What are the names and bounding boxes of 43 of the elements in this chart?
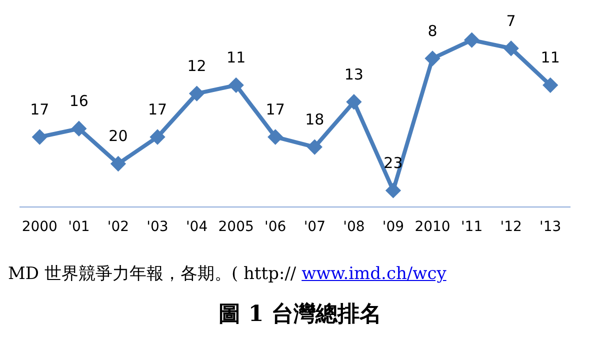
text: 17: [30, 100, 50, 118]
text: 8: [428, 22, 438, 40]
point: [543, 78, 558, 92]
point: [268, 130, 282, 144]
point: [111, 156, 126, 171]
x-tick-label: '13: [540, 219, 562, 236]
text: 17: [148, 100, 168, 118]
x-tick-label: '08: [343, 219, 365, 236]
point: [190, 86, 204, 101]
x-tick-label: '06: [264, 219, 286, 236]
point: [346, 94, 361, 109]
x-tick-label: '01: [68, 219, 90, 236]
point: [150, 130, 164, 144]
text: 20: [108, 127, 128, 146]
text: 11: [540, 48, 560, 67]
caption: 圖 1 台灣總排名: [218, 300, 382, 329]
x-tick-label: 2005: [218, 219, 254, 236]
point: [426, 51, 440, 66]
text: 16: [69, 92, 88, 110]
x-tick-label: 2010: [414, 219, 450, 236]
text: 13: [344, 65, 364, 84]
text: 18: [305, 110, 324, 128]
x-tick-label: '02: [107, 219, 130, 236]
x-tick-label: '04: [186, 219, 208, 236]
x-tick-label: '09: [382, 219, 404, 236]
text: 17: [266, 100, 285, 118]
x-tick-label: '12: [500, 219, 522, 236]
x-tick-label: '11: [460, 219, 483, 236]
x-tick-label: 2000: [22, 219, 58, 236]
text: www.imd.ch/wcy: [302, 264, 446, 284]
x-tick-label: '03: [146, 219, 168, 236]
point: [229, 78, 244, 92]
text: 11: [226, 48, 246, 67]
point: [72, 122, 86, 136]
point: [386, 183, 400, 198]
text: 12: [187, 56, 206, 75]
text: 7: [506, 12, 516, 30]
text: MD 世界競爭力年報，各期。( http://: [8, 264, 296, 284]
x-tick-label: '07: [304, 219, 326, 236]
point: [464, 33, 479, 48]
point: [504, 41, 518, 56]
point: [32, 130, 47, 144]
point: [308, 140, 322, 154]
